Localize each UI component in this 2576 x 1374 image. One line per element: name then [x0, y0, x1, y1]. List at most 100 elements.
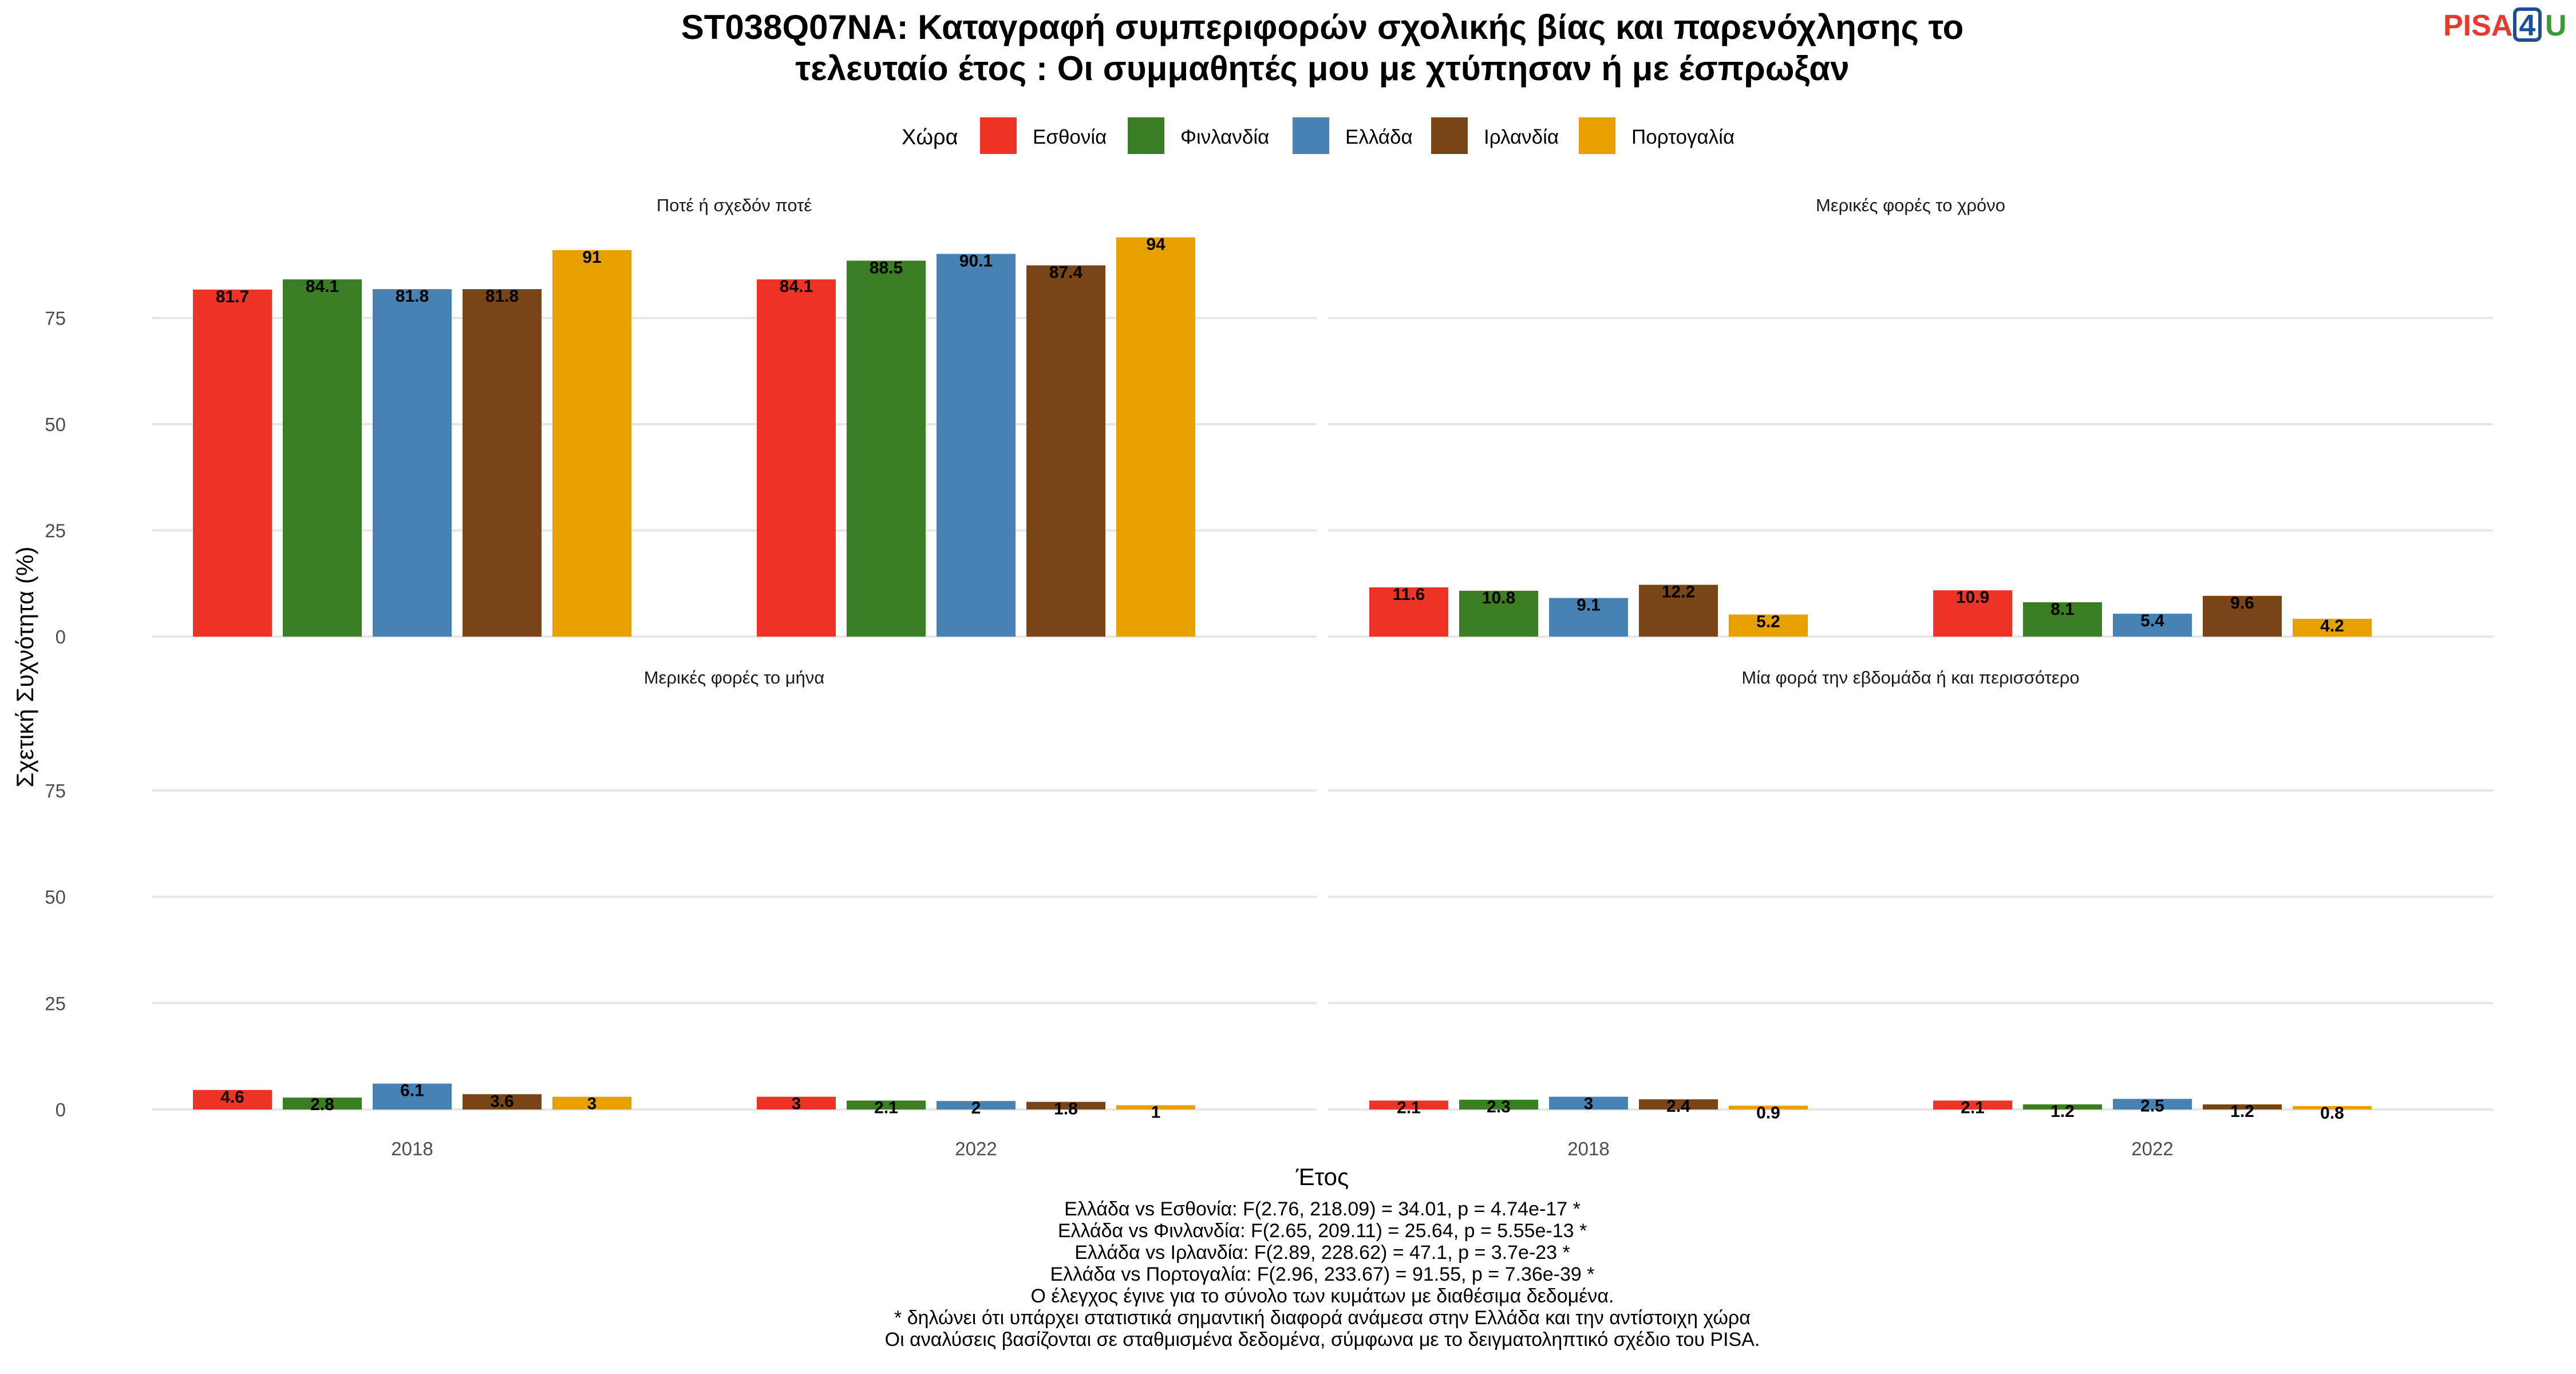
legend-label: Ελλάδα	[1345, 126, 1413, 148]
y-tick-label: 0	[56, 1099, 66, 1120]
footnote-line: Ο έλεγχος έγινε για το σύνολο των κυμάτω…	[1031, 1285, 1614, 1307]
data-label: 4.2	[2320, 617, 2344, 635]
panel: Ποτέ ή σχεδόν ποτέ 0 25 50 75 81.7 84.1 81.8 81.…	[45, 195, 1317, 647]
legend-label: Ιρλανδία	[1484, 126, 1559, 148]
footnote-line: Οι αναλύσεις βασίζονται σε σταθμισμένα δ…	[885, 1329, 1760, 1351]
data-label: 3	[1584, 1095, 1594, 1114]
bar	[1549, 598, 1628, 637]
bar	[2113, 1099, 2192, 1110]
data-label: 12.2	[1662, 582, 1695, 601]
facet-label: Μερικές φορές το χρόνο	[1816, 195, 2005, 215]
bar	[2293, 618, 2372, 637]
data-label: 0.9	[1756, 1103, 1780, 1122]
panel: Μία φορά την εβδομάδα ή και περισσότερο 2…	[1328, 668, 2493, 1159]
data-label: 84.1	[780, 277, 813, 296]
data-label: 87.4	[1049, 263, 1083, 282]
legend-swatch	[1293, 117, 1329, 154]
logo-box	[2513, 7, 2542, 42]
y-tick-label: 25	[45, 993, 66, 1014]
legend: Χώρα Εσθονία Φινλανδία Ελλάδα Ιρλανδία Πορτογ…	[902, 117, 1735, 154]
bar	[1639, 585, 1718, 637]
bar	[1729, 614, 1808, 637]
y-tick-label: 75	[45, 780, 66, 802]
data-label: 9.1	[1577, 595, 1601, 614]
data-label: 84.1	[306, 277, 339, 296]
data-label: 2.1	[1961, 1098, 1985, 1117]
footnote-line: * δηλώνει ότι υπάρχει στατιστικά σημαντι…	[894, 1307, 1751, 1329]
bar	[373, 289, 452, 637]
data-label: 3	[792, 1095, 801, 1114]
pisa4u-logo: PISA 4 U	[2443, 7, 2567, 42]
data-label: 6.1	[400, 1081, 424, 1100]
data-label: 2.8	[310, 1095, 334, 1114]
data-label: 1.2	[2050, 1102, 2075, 1121]
bar	[2113, 613, 2192, 637]
bar	[937, 1101, 1016, 1110]
chart-title-line-1: ST038Q07NA: Καταγραφή συμπεριφορών σχολι…	[681, 8, 1964, 46]
legend-swatch	[1579, 117, 1615, 154]
data-label: 2.4	[1666, 1097, 1690, 1116]
bar	[1933, 1100, 2012, 1110]
data-label: 10.9	[1956, 588, 1989, 607]
data-label: 11.6	[1393, 585, 1425, 604]
data-label: 2.3	[1487, 1097, 1511, 1116]
footnote-line: Ελλάδα vs Εσθονία: F(2.76, 218.09) = 34.…	[1064, 1198, 1581, 1220]
bar	[552, 1096, 631, 1110]
bar	[847, 1100, 926, 1110]
data-label: 5.2	[1756, 612, 1780, 631]
x-tick-label: 2018	[1567, 1138, 1609, 1159]
bar	[757, 279, 836, 637]
legend-label: Πορτογαλία	[1631, 126, 1735, 148]
data-label: 81.8	[396, 287, 429, 306]
data-label: 81.7	[216, 287, 249, 306]
bar	[1116, 1105, 1195, 1110]
bar	[1459, 590, 1538, 637]
y-tick-label: 0	[56, 626, 66, 647]
panel: Μερικές φορές το χρόνο 11.6 10.8 9.1 12.2 5.2…	[1328, 195, 2493, 638]
bar	[552, 250, 631, 637]
bar	[1026, 265, 1105, 637]
data-label: 8.1	[2050, 600, 2075, 619]
legend-swatch	[980, 117, 1017, 154]
bar	[1116, 237, 1195, 637]
chart-panels: Ποτέ ή σχεδόν ποτέ 0 25 50 75 81.7 84.1 81.8 81.…	[45, 195, 2493, 1159]
bar	[373, 1083, 452, 1110]
data-label: 2.1	[874, 1098, 898, 1117]
bar	[937, 254, 1016, 637]
chart-title: ST038Q07NA: Καταγραφή συμπεριφορών σχολι…	[681, 8, 1964, 88]
bar	[283, 279, 362, 637]
data-label: 3	[587, 1095, 597, 1114]
legend-label: Εσθονία	[1033, 126, 1107, 148]
bar	[283, 1097, 362, 1110]
bar	[2293, 1106, 2372, 1110]
x-tick-label: 2018	[391, 1138, 433, 1159]
bar	[2023, 602, 2102, 637]
legend-title: Χώρα	[902, 125, 958, 149]
footnote-line: Ελλάδα vs Ιρλανδία: F(2.89, 228.62) = 47…	[1074, 1242, 1570, 1264]
facet-label: Μερικές φορές το μήνα	[644, 668, 825, 688]
footnote-line: Ελλάδα vs Φινλανδία: F(2.65, 209.11) = 2…	[1058, 1220, 1587, 1242]
data-label: 90.1	[959, 251, 993, 270]
bar	[2203, 1104, 2282, 1110]
logo-text-u: U	[2545, 9, 2567, 42]
data-label: 1.2	[2230, 1102, 2254, 1121]
bar	[1459, 1099, 1538, 1110]
footnotes: Ελλάδα vs Εσθονία: F(2.76, 218.09) = 34.…	[885, 1198, 1760, 1351]
logo-text-four: 4	[2519, 9, 2536, 42]
chart-title-line-2: τελευταίο έτος : Οι συμμαθητές μου με χτ…	[795, 49, 1849, 88]
bar	[1549, 1096, 1628, 1110]
x-axis-title: Έτος	[1295, 1163, 1349, 1190]
bar	[463, 1094, 542, 1110]
data-label: 81.8	[485, 287, 519, 306]
data-label: 10.8	[1482, 589, 1515, 607]
bar	[2203, 595, 2282, 637]
legend-label: Φινλανδία	[1180, 126, 1269, 148]
data-label: 2.1	[1397, 1098, 1421, 1117]
bar	[1369, 1100, 1448, 1110]
data-label: 1.8	[1054, 1100, 1078, 1119]
bar	[847, 260, 926, 637]
data-label: 0.8	[2320, 1104, 2344, 1123]
legend-swatch	[1431, 117, 1468, 154]
y-axis-title: Σχετική Συχνότητα (%)	[11, 547, 38, 788]
